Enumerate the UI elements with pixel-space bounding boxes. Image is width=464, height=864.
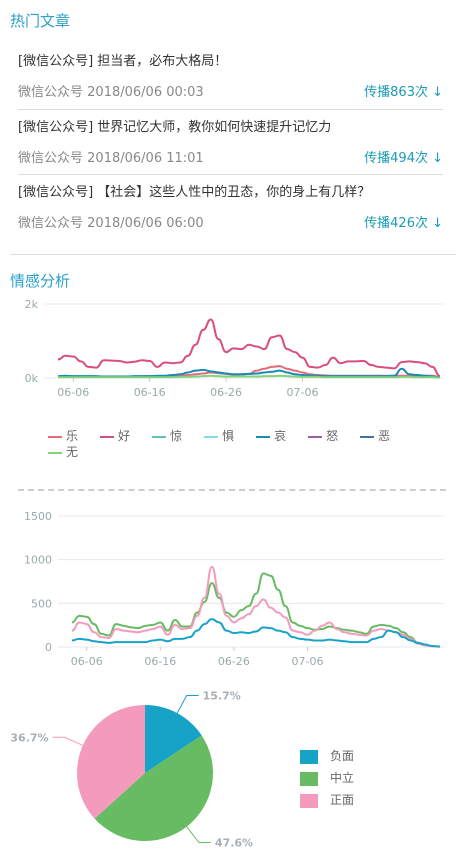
legend-swatch	[48, 435, 62, 438]
pie-leader-line	[186, 826, 211, 844]
series-line	[71, 618, 441, 648]
pie-leader-line	[176, 694, 199, 714]
x-tick-label: 06-06	[57, 386, 89, 399]
legend-item[interactable]: 惊	[152, 428, 182, 444]
legend-label: 乐	[66, 429, 79, 443]
x-tick-label: 07-06	[286, 386, 318, 399]
legend-swatch	[100, 435, 115, 438]
pie-label: 36.7%	[10, 731, 48, 744]
article-source: 微信公众号	[18, 85, 84, 100]
series-line	[71, 572, 441, 648]
hot-articles-title: 热门文章	[10, 12, 71, 30]
neutral-swatch	[300, 771, 318, 786]
pie-legend: 负面 中立 正面	[300, 748, 354, 814]
y-tick-label: 0	[45, 641, 52, 654]
negative-swatch	[300, 749, 318, 764]
legend-label: 无	[66, 445, 79, 459]
legend-label: 惧	[222, 429, 235, 443]
legend-label: 怒	[326, 429, 339, 443]
article-source: 微信公众号	[18, 216, 84, 231]
legend-label: 哀	[274, 429, 287, 443]
divider	[18, 109, 443, 110]
legend-label: 恶	[378, 429, 391, 443]
article-source: 微信公众号	[18, 151, 84, 166]
pie-slice	[145, 705, 202, 773]
article-item[interactable]: [微信公众号] 世界记忆大师，教你如何快速提升记忆力 微信公众号 2018/06…	[18, 116, 443, 166]
emotion-legend: 乐 好 惊 惧 哀 怒 恶无	[48, 428, 438, 460]
pie-label: 15.7%	[203, 690, 241, 702]
y-tick-label: 500	[31, 597, 52, 610]
legend-label: 惊	[170, 429, 183, 443]
divider	[18, 174, 443, 175]
article-item[interactable]: [微信公众号] 担当者，必布大格局！ 微信公众号 2018/06/06 00:0…	[18, 50, 443, 100]
legend-swatch	[152, 435, 167, 438]
sentiment-line-chart: 0 500 1000 1500 06-06 06-16 06-26 07-06	[24, 510, 444, 668]
x-tick-label: 06-26	[210, 386, 242, 399]
x-tick-label: 06-26	[218, 655, 250, 668]
legend-swatch	[256, 435, 271, 438]
legend-item[interactable]: 好	[100, 428, 130, 444]
x-tick-label: 06-16	[134, 386, 166, 399]
pie-legend-item[interactable]: 正面	[300, 792, 354, 814]
legend-swatch	[308, 435, 323, 438]
article-time: 2018/06/06 11:01	[87, 151, 204, 166]
article-title[interactable]: [微信公众号] 世界记忆大师，教你如何快速提升记忆力	[18, 120, 332, 135]
series-line	[71, 565, 441, 648]
article-title[interactable]: [微信公众号] 【社会】这些人性中的丑态，你的身上有几样？	[18, 185, 371, 200]
article-time: 2018/06/06 00:03	[87, 85, 204, 100]
emotion-line-chart: 0k 2k 06-06 06-16 06-26 07-06	[25, 298, 444, 399]
article-title[interactable]: [微信公众号] 担当者，必布大格局！	[18, 54, 228, 69]
article-time: 2018/06/06 06:00	[87, 216, 204, 231]
legend-item[interactable]: 惧	[204, 428, 234, 444]
y-tick-label: 0k	[25, 372, 39, 385]
legend-item[interactable]: 哀	[256, 428, 286, 444]
spread-count[interactable]: 传播426次 ↓	[364, 216, 443, 231]
legend-swatch	[360, 435, 375, 438]
legend-item[interactable]: 无	[48, 444, 78, 460]
pie-slice	[77, 705, 145, 819]
y-tick-label: 2k	[25, 298, 39, 311]
spread-count[interactable]: 传播863次 ↓	[364, 85, 443, 100]
legend-item[interactable]: 恶	[360, 428, 390, 444]
legend-item[interactable]: 乐	[48, 428, 78, 444]
article-item[interactable]: [微信公众号] 【社会】这些人性中的丑态，你的身上有几样？ 微信公众号 2018…	[18, 181, 443, 231]
x-tick-label: 06-16	[144, 655, 176, 668]
positive-swatch	[300, 793, 318, 808]
dashed-divider	[18, 489, 446, 491]
y-tick-label: 1500	[24, 510, 52, 523]
section-divider	[10, 254, 456, 255]
y-tick-label: 1000	[24, 554, 52, 567]
series-line	[57, 318, 441, 378]
sentiment-title: 情感分析	[10, 272, 71, 290]
pie-leader-line	[52, 736, 84, 746]
pie-label: 47.6%	[215, 837, 253, 850]
pie-slice	[94, 735, 213, 841]
sentiment-pie-chart: 15.7% 47.6% 36.7%	[10, 690, 253, 850]
legend-swatch	[48, 451, 62, 454]
series-line	[58, 374, 441, 379]
pie-legend-item[interactable]: 负面	[300, 748, 354, 770]
legend-item[interactable]: 怒	[308, 428, 338, 444]
x-tick-label: 07-06	[292, 655, 324, 668]
legend-label: 好	[118, 429, 131, 443]
pie-legend-item[interactable]: 中立	[300, 770, 354, 792]
x-tick-label: 06-06	[71, 655, 103, 668]
spread-count[interactable]: 传播494次 ↓	[364, 151, 443, 166]
legend-swatch	[204, 435, 219, 438]
